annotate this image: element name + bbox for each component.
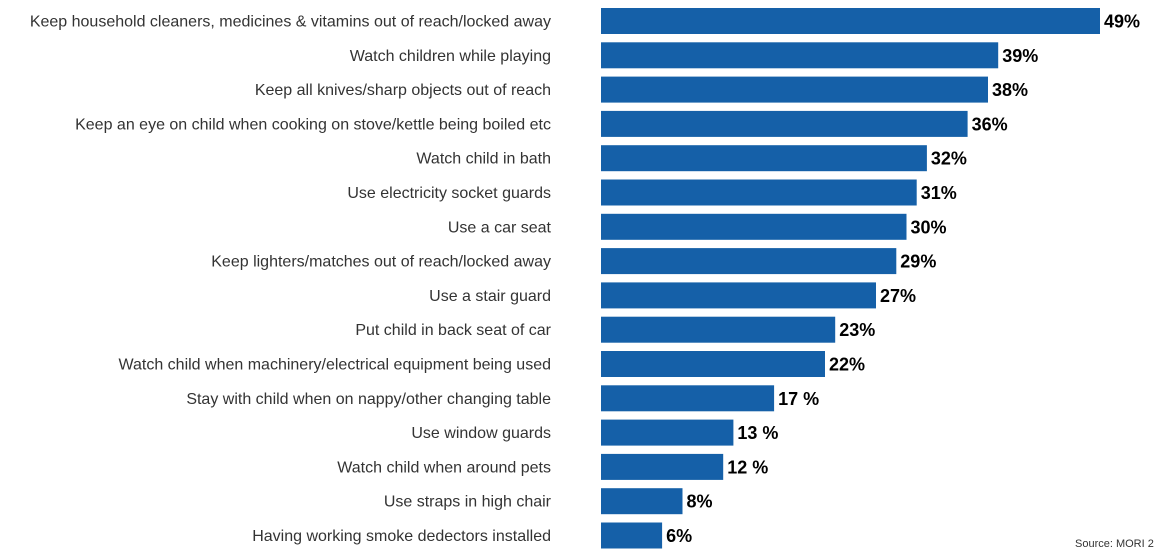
- category-label-10: Put child in back seat of car: [355, 322, 551, 339]
- value-label-10: 23%: [839, 320, 875, 340]
- value-label-12: 17 %: [778, 389, 819, 409]
- category-label-9: Use a stair guard: [429, 288, 551, 305]
- category-label-12: Stay with child when on nappy/other chan…: [186, 391, 551, 408]
- bar-14: [601, 453, 724, 480]
- bar-8: [601, 248, 897, 275]
- category-label-13: Use window guards: [411, 425, 551, 442]
- value-label-4: 36%: [972, 114, 1008, 134]
- category-label-7: Use a car seat: [448, 219, 552, 236]
- category-labels-group: Keep household cleaners, medicines & vit…: [30, 14, 552, 546]
- value-label-2: 39%: [1002, 46, 1038, 66]
- value-label-15: 8%: [687, 492, 713, 512]
- bar-11: [601, 351, 825, 377]
- value-labels-group: 49% 39% 38% 36%32% 31% 30% 29% 27%23% 22% 17 %13 …: [666, 12, 1140, 547]
- bar-10: [601, 316, 836, 343]
- category-label-11: Watch child when machinery/electrical eq…: [118, 357, 551, 374]
- source-note: Source: MORI 2: [1075, 538, 1154, 550]
- category-label-3: Keep all knives/sharp objects out of rea…: [255, 82, 551, 99]
- bar-5: [601, 145, 927, 172]
- bar-15: [601, 488, 683, 515]
- category-label-5: Watch child in bath: [416, 151, 551, 168]
- bar-4: [601, 110, 968, 137]
- category-label-8: Keep lighters/matches out of reach/locke…: [211, 254, 551, 271]
- value-label-6: 31%: [921, 183, 957, 203]
- bar-2: [601, 42, 999, 69]
- bars-group: [601, 8, 1100, 549]
- value-label-14: 12 %: [727, 457, 768, 477]
- category-label-15: Use straps in high chair: [384, 494, 552, 511]
- category-label-1: Keep household cleaners, medicines & vit…: [30, 14, 551, 31]
- value-label-13: 13 %: [737, 423, 778, 443]
- value-label-1: 49%: [1104, 12, 1140, 32]
- bar-9: [601, 282, 876, 309]
- value-label-11: 22%: [829, 355, 865, 375]
- category-label-2: Watch children while playing: [350, 48, 551, 65]
- bar-12: [601, 385, 775, 412]
- value-label-8: 29%: [900, 252, 936, 272]
- bar-13: [601, 419, 734, 446]
- bar-6: [601, 179, 917, 206]
- category-label-14: Watch child when around pets: [337, 459, 551, 476]
- bar-16: [601, 522, 663, 549]
- bar-1: [601, 8, 1100, 34]
- category-label-6: Use electricity socket guards: [347, 185, 551, 202]
- value-label-3: 38%: [992, 80, 1028, 100]
- category-label-16: Having working smoke dedectors installed: [252, 528, 551, 545]
- bar-7: [601, 213, 907, 240]
- value-label-16: 6%: [666, 526, 692, 546]
- value-label-5: 32%: [931, 149, 967, 169]
- bar-3: [601, 76, 988, 103]
- value-label-9: 27%: [880, 286, 916, 306]
- value-label-7: 30%: [911, 217, 947, 237]
- category-label-4: Keep an eye on child when cooking on sto…: [75, 116, 551, 133]
